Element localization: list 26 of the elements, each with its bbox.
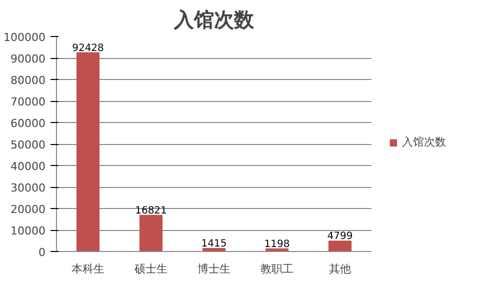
y-tick-label: 90000 <box>10 52 46 66</box>
data-label: 1198 <box>264 238 290 250</box>
chart-title: 入馆次数 <box>173 8 255 32</box>
x-tick-label: 本科生 <box>72 262 104 276</box>
data-label: 92428 <box>72 42 104 54</box>
y-tick-label: 30000 <box>10 182 46 194</box>
y-tick-label: 10000 <box>10 224 46 238</box>
x-tick-label: 其他 <box>329 262 351 276</box>
x-tick-label: 硕士生 <box>134 262 168 276</box>
y-tick-label: 40000 <box>10 160 46 173</box>
x-tick-label: 博士生 <box>198 262 230 276</box>
y-tick-label: 20000 <box>10 203 46 216</box>
data-label: 1415 <box>201 238 227 250</box>
legend-label: 入馆次数 <box>402 134 446 150</box>
data-label: 4799 <box>327 231 353 242</box>
y-tick-label: 100000 <box>4 31 46 44</box>
bar <box>139 214 163 252</box>
data-label: 16821 <box>135 205 167 216</box>
bar <box>76 52 100 252</box>
y-tick-label: 0 <box>38 246 46 259</box>
y-tick-label: 70000 <box>10 96 46 108</box>
y-tick-label: 80000 <box>10 74 46 87</box>
bar <box>328 240 352 252</box>
y-tick-label: 50000 <box>10 138 46 152</box>
y-tick-label: 60000 <box>10 117 46 130</box>
x-tick-label: 教职工 <box>260 262 294 276</box>
